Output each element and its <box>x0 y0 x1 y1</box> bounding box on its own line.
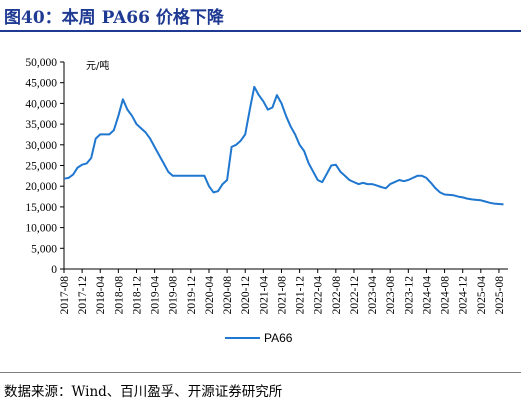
x-tick-label: 2024-08 <box>440 276 452 315</box>
y-tick-label: 0 <box>51 264 57 276</box>
x-tick-label: 2024-12 <box>458 276 470 315</box>
y-unit-label: 元/吨 <box>86 59 109 72</box>
x-tick-label: 2025-08 <box>494 276 506 315</box>
x-tick-label: 2023-12 <box>403 276 415 315</box>
x-tick-label: 2020-12 <box>240 276 252 315</box>
y-tick-label: 40,000 <box>25 98 57 110</box>
x-tick-label: 2022-12 <box>349 276 361 315</box>
title-rule <box>0 30 521 32</box>
y-tick-label: 5,000 <box>31 243 57 255</box>
y-tick-label: 45,000 <box>25 78 57 90</box>
x-tick-label: 2021-12 <box>295 276 307 315</box>
x-tick-label: 2018-12 <box>131 276 143 315</box>
x-tick-label: 2023-04 <box>367 276 379 315</box>
x-tick-label: 2017-08 <box>59 276 71 315</box>
y-tick-label: 20,000 <box>25 181 57 193</box>
axis-layer: 50,000 45,000 40,000 35,000 30,000 25,000 20,0… <box>25 57 508 314</box>
x-tick-label: 2022-04 <box>313 276 325 315</box>
y-tick-label: 30,000 <box>25 140 57 152</box>
x-tick-label: 2019-08 <box>168 276 180 315</box>
source-note: 数据来源：Wind、百川盈孚、开源证券研究所 <box>4 384 283 400</box>
x-tick-label: 2025-04 <box>476 276 488 315</box>
legend-label: PA66 <box>264 331 293 345</box>
legend: PA66 <box>225 331 293 345</box>
y-tick-label: 10,000 <box>25 223 57 235</box>
x-tick-label: 2019-12 <box>186 276 198 315</box>
x-tick-label: 2021-04 <box>258 276 270 315</box>
figure-title: 图40：本周 PA66 价格下降 <box>4 8 224 28</box>
x-tick-label: 2024-04 <box>421 276 433 315</box>
x-tick-label: 2023-08 <box>385 276 397 315</box>
y-tick-label: 50,000 <box>25 57 57 69</box>
x-tick-label: 2018-08 <box>113 276 125 315</box>
x-tick-label: 2019-04 <box>150 276 162 315</box>
x-tick-label: 2022-08 <box>331 276 343 315</box>
series-line-pa66 <box>63 85 504 206</box>
data-layer <box>63 85 504 206</box>
y-tick-label: 35,000 <box>25 119 57 131</box>
x-tick-label: 2020-04 <box>204 276 216 315</box>
pa66-price-chart: 50,000 45,000 40,000 35,000 30,000 25,000 20,0… <box>25 57 508 345</box>
y-tick-label: 15,000 <box>25 202 57 214</box>
x-tick-label: 2020-08 <box>222 276 234 315</box>
y-tick-label: 25,000 <box>25 161 57 173</box>
x-tick-label: 2017-12 <box>77 276 89 315</box>
footer-rule <box>0 372 521 373</box>
x-tick-label: 2018-04 <box>95 276 107 315</box>
x-tick-label: 2021-08 <box>276 276 288 315</box>
